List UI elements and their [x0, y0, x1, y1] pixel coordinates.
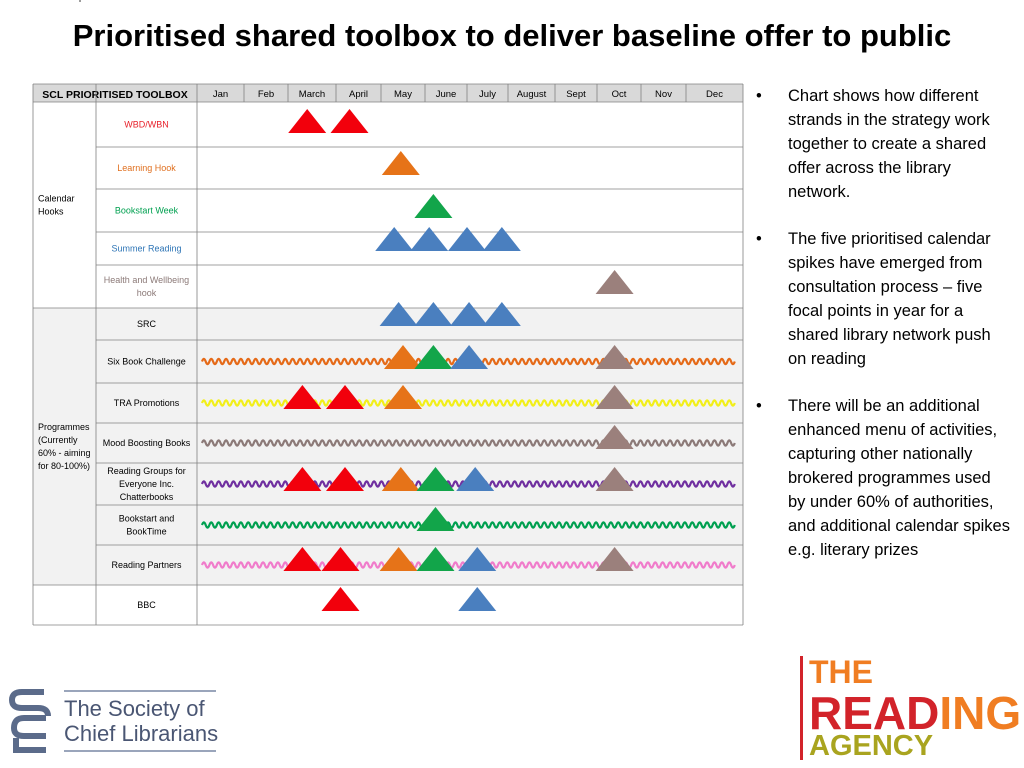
- row-label: WBD/WBN: [124, 120, 169, 130]
- triangle-marker-blue: [375, 227, 414, 251]
- month-header: May: [394, 89, 412, 100]
- row-label: TRA Promotions: [114, 398, 180, 408]
- scl-line: Chief Librarians: [64, 721, 219, 746]
- triangle-marker-taupe: [595, 345, 634, 369]
- logo-word-agency: AGENCY: [809, 730, 934, 762]
- logo-word-the: THE: [809, 654, 873, 690]
- triangle-marker-green: [416, 507, 455, 531]
- triangle-marker-blue: [482, 302, 521, 326]
- scl-rule: [64, 690, 216, 692]
- scl-logo-mark: [8, 689, 51, 753]
- triangle-marker-blue: [458, 547, 497, 571]
- triangle-marker-orange: [384, 385, 422, 409]
- triangle-marker-red: [330, 109, 369, 133]
- month-header: Nov: [655, 89, 672, 100]
- month-header: Dec: [706, 89, 723, 100]
- logo-word-ing: ING: [939, 687, 1022, 739]
- triangle-marker-blue: [410, 227, 449, 251]
- bullet-text: Chart shows how different strands in the…: [788, 87, 990, 201]
- triangle-marker-orange: [381, 467, 420, 491]
- triangle-marker-blue: [458, 587, 497, 611]
- triangle-marker-red: [283, 385, 322, 409]
- triangle-marker-blue: [414, 302, 453, 326]
- month-header: August: [517, 89, 547, 100]
- triangle-marker-taupe: [595, 425, 634, 449]
- month-header: April: [349, 89, 368, 100]
- triangle-marker-blue: [450, 345, 489, 369]
- group-background: [33, 102, 743, 308]
- triangle-marker-red: [326, 385, 364, 409]
- row-label: Learning Hook: [117, 163, 176, 173]
- row-label: Health and Wellbeing hook: [104, 275, 189, 298]
- triangle-marker-blue: [450, 302, 489, 326]
- triangle-marker-green: [416, 547, 455, 571]
- triangle-marker-green: [414, 345, 453, 369]
- row-label: SRC: [137, 319, 157, 329]
- bullet-text: There will be an additional enhanced men…: [788, 397, 1010, 559]
- month-header: Oct: [612, 89, 627, 100]
- triangle-marker-green: [416, 467, 455, 491]
- month-header: June: [436, 89, 457, 100]
- month-header: March: [299, 89, 325, 100]
- scl-logo: The Society of Chief Librarians: [6, 686, 236, 756]
- row-label: Mood Boosting Books: [103, 438, 191, 448]
- bullet-marker: •: [756, 397, 762, 415]
- triangle-marker-red: [321, 547, 360, 571]
- bullet-item: • Chart shows how different strands in th…: [756, 84, 1012, 204]
- triangle-marker-green: [414, 194, 453, 218]
- triangle-marker-taupe: [595, 547, 634, 571]
- triangle-marker-blue: [379, 302, 418, 326]
- triangle-marker-orange: [379, 547, 418, 571]
- bullet-text: The five prioritised calendar spikes hav…: [788, 230, 991, 368]
- month-header: July: [479, 89, 496, 100]
- month-header: Jan: [213, 89, 228, 100]
- scl-logo-text: The Society of Chief Librarians: [64, 696, 218, 746]
- bullet-item: • The five prioritised calendar spikes ha…: [756, 227, 1012, 371]
- month-header: Feb: [258, 89, 274, 100]
- triangle-marker-taupe: [595, 385, 634, 409]
- reading-agency-logo: THE READING AGENCY: [800, 652, 1021, 762]
- triangle-marker-red: [283, 547, 322, 571]
- triangle-marker-taupe: [595, 467, 634, 491]
- slide-title: Prioritised shared toolbox to deliver ba…: [72, 18, 952, 53]
- row-label: BBC: [137, 600, 156, 610]
- scl-line: The Society of: [64, 696, 205, 721]
- row-label: Summer Reading: [111, 244, 181, 254]
- bullet-marker: •: [756, 87, 762, 105]
- row-label: Bookstart and BookTime: [119, 514, 175, 537]
- logo-bar: [800, 656, 803, 760]
- month-header: Sept: [566, 89, 586, 100]
- table-header: [33, 84, 743, 102]
- triangle-marker-orange: [384, 345, 422, 369]
- row-label: Reading Groups for Everyone Inc. Chatterbo…: [107, 466, 186, 502]
- triangle-marker-blue: [456, 467, 495, 491]
- logo-word-read: READ: [809, 687, 940, 739]
- wave-line: [200, 439, 736, 447]
- wave-line: [200, 521, 736, 529]
- triangle-marker-orange: [381, 151, 420, 175]
- triangle-marker-red: [288, 109, 327, 133]
- logo-word-reading: READING: [809, 686, 1021, 740]
- group-label: Programmes (Currently 60% - aiming for 80-1…: [38, 422, 91, 471]
- bullet-list: • Chart shows how different strands in th…: [756, 84, 1012, 585]
- triangle-marker-red: [321, 587, 360, 611]
- triangle-marker-red: [326, 467, 364, 491]
- row-label: Bookstart Week: [115, 206, 179, 216]
- row-label: Six Book Challenge: [107, 357, 186, 367]
- bullet-marker: •: [756, 230, 762, 248]
- group-label: Calendar Hooks: [38, 194, 75, 217]
- triangle-marker-taupe: [595, 270, 634, 294]
- bullet-item: • There will be an additional enhanced me…: [756, 394, 1012, 562]
- triangle-marker-red: [283, 467, 322, 491]
- triangle-marker-blue: [448, 227, 486, 251]
- triangle-marker-blue: [482, 227, 521, 251]
- scl-rule: [64, 750, 216, 752]
- group-label: Partnerships: [38, 0, 89, 2]
- row-label: Reading Partners: [111, 560, 182, 570]
- table-header-title: SCL PRIORITISED TOOLBOX: [42, 89, 187, 101]
